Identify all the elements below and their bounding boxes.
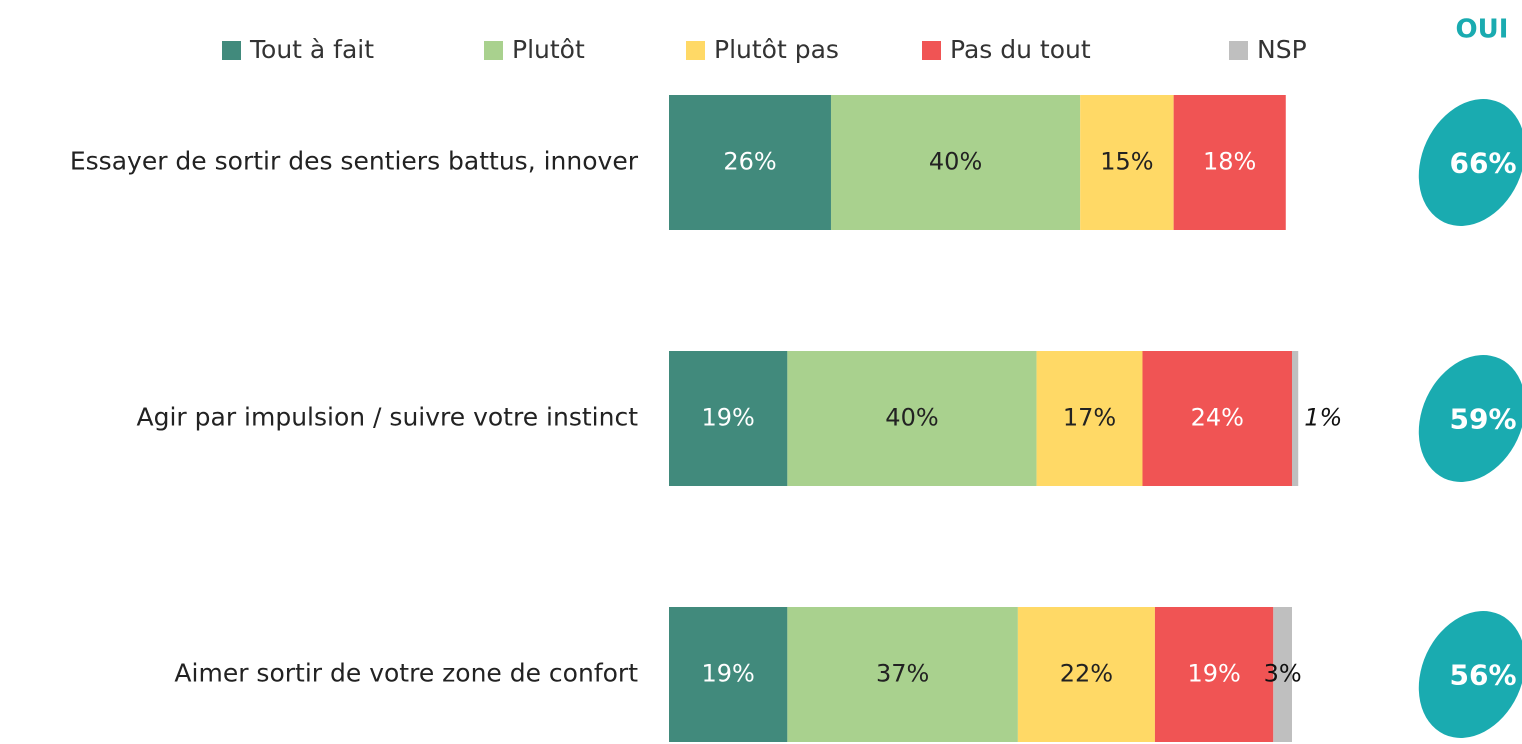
legend-swatch xyxy=(484,41,503,60)
total-label: 56% xyxy=(1449,659,1516,692)
category-label: Aimer sortir de votre zone de confort xyxy=(174,659,638,688)
bar-segment xyxy=(1017,607,1155,742)
legend-swatch xyxy=(1229,41,1248,60)
category-label: Agir par impulsion / suivre votre instin… xyxy=(136,403,638,432)
total-title: OUI xyxy=(1456,15,1509,45)
bar-segment xyxy=(669,95,831,230)
value-label: 37% xyxy=(876,660,929,688)
category-label: Essayer de sortir des sentiers battus, i… xyxy=(70,147,639,176)
value-label: 19% xyxy=(702,660,755,688)
value-label: 26% xyxy=(723,148,776,176)
bar-segment xyxy=(669,607,788,742)
total-blob xyxy=(1418,355,1522,482)
legend-label: Plutôt pas xyxy=(714,35,839,64)
bar-segment xyxy=(1154,607,1274,742)
value-label: 19% xyxy=(702,404,755,432)
total-blob xyxy=(1418,99,1522,226)
total-label: 66% xyxy=(1449,147,1516,180)
legend-label: Pas du tout xyxy=(950,35,1091,64)
value-label: 22% xyxy=(1060,660,1113,688)
legend-label: Tout à fait xyxy=(249,35,374,64)
bar-segment xyxy=(787,351,1037,486)
legend-label: Plutôt xyxy=(512,35,585,64)
bar-segment xyxy=(1173,95,1286,230)
bar-segment xyxy=(1273,607,1292,742)
value-label: 18% xyxy=(1203,148,1256,176)
bar-segment xyxy=(1142,351,1292,486)
value-label: 3% xyxy=(1264,660,1302,688)
value-label: 24% xyxy=(1191,404,1244,432)
value-label: 19% xyxy=(1187,660,1240,688)
value-label: 17% xyxy=(1063,404,1116,432)
total-label: 59% xyxy=(1449,403,1516,436)
legend-swatch xyxy=(222,41,241,60)
total-blob xyxy=(1418,611,1522,738)
legend-swatch xyxy=(922,41,941,60)
value-label: 15% xyxy=(1100,148,1153,176)
value-label: 40% xyxy=(885,404,938,432)
value-label: 1% xyxy=(1304,404,1342,432)
bar-segment xyxy=(1292,351,1299,486)
bar-segment xyxy=(1036,351,1143,486)
bar-segment xyxy=(1080,95,1174,230)
value-label: 40% xyxy=(929,148,982,176)
bar-segment xyxy=(787,607,1018,742)
bar-segment xyxy=(669,351,788,486)
bar-segment xyxy=(830,95,1081,230)
legend-label: NSP xyxy=(1257,35,1307,64)
legend-swatch xyxy=(686,41,705,60)
